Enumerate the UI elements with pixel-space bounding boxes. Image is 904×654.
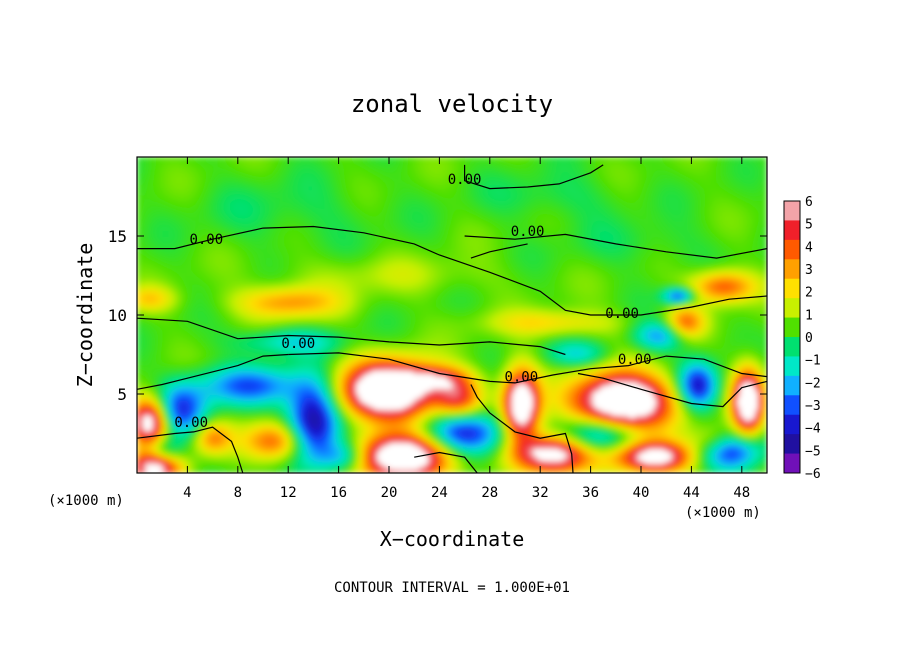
colorbar-swatch-8: [784, 356, 800, 377]
contour-label-2: 0.00: [511, 224, 545, 240]
contour-label-5: 0.00: [618, 352, 652, 368]
colorbar-swatch-12: [784, 434, 800, 455]
x-tick-label-3: 16: [330, 485, 347, 501]
x-tick-label-7: 32: [532, 485, 549, 501]
contour-line-9: [577, 372, 767, 408]
colorbar-frame: [783, 200, 801, 474]
colorbar-swatch-3: [784, 259, 800, 280]
x-tick-label-1: 8: [234, 485, 242, 501]
colorbar-swatch-1: [784, 220, 800, 241]
colorbar-tick-label-5: 1: [805, 308, 813, 323]
contour-line-2: [470, 243, 528, 259]
contour-line-7: [137, 426, 244, 473]
colorbar-swatch-9: [784, 375, 800, 396]
y-tick-label-1: 10: [108, 306, 127, 325]
x-tick-label-11: 48: [733, 485, 750, 501]
contour-label-1: 0.00: [189, 232, 223, 248]
colorbar-tick-label-1: 5: [805, 218, 813, 233]
colorbar-tick-label-0: 6: [805, 195, 813, 210]
colorbar-tick-label-9: −3: [805, 399, 821, 414]
contour-label-6: 0.00: [504, 369, 538, 385]
colorbar-tick-label-10: −4: [805, 422, 821, 437]
contour-label-3: 0.00: [605, 306, 639, 322]
colorbar-swatch-5: [784, 298, 800, 319]
contour-labels: 0.00 0.00 0.00 0.00 0.00 0.00 0.00 0.00: [174, 172, 651, 431]
colorbar-tick-label-6: 0: [805, 331, 813, 346]
contour-line-8: [470, 384, 574, 473]
contour-line-10: [414, 451, 478, 473]
colorbar-tick-label-4: 2: [805, 286, 813, 301]
colorbar-swatch-13: [784, 453, 800, 474]
x-tick-label-8: 36: [582, 485, 599, 501]
y-tick-label-0: 5: [117, 385, 127, 404]
colorbar-tick-label-8: −2: [805, 376, 821, 391]
chart-title: zonal velocity: [351, 90, 553, 118]
y-tick-label-2: 15: [108, 227, 127, 246]
contour-line-6: [137, 353, 289, 390]
contour-line-4: [137, 317, 566, 356]
x-tick-label-5: 24: [431, 485, 448, 501]
heatmap-field: [137, 157, 767, 473]
x-tick-label-0: 4: [183, 485, 191, 501]
y-axis-ticks: 5 10 15: [108, 227, 767, 404]
x-tick-label-6: 28: [481, 485, 498, 501]
colorbar-swatch-6: [784, 317, 800, 338]
colorbar-swatch-7: [784, 337, 800, 357]
plot-area: 0.000.00 0.000.000.000.000.000.00 4 8 12 16 2…: [108, 156, 768, 501]
contour-line-5: [288, 352, 767, 384]
x-tick-label-4: 20: [381, 485, 398, 501]
contour-lines: [137, 164, 767, 473]
colorbar-swatch-2: [784, 239, 800, 260]
contour-interval-footer: CONTOUR INTERVAL = 1.000E+01: [334, 580, 570, 596]
contour-line-3: [464, 164, 604, 190]
colorbar-tick-label-2: 4: [805, 240, 813, 255]
contour-line-1: [464, 233, 767, 259]
colorbar-swatch-4: [784, 278, 800, 299]
x-axis-label: X−coordinate: [380, 527, 525, 551]
x-tick-label-10: 44: [683, 485, 700, 501]
contour-label-0: 0.00: [448, 172, 482, 188]
colorbar-tick-label-11: −5: [805, 444, 821, 459]
contour-label-4: 0.00: [281, 336, 315, 352]
x-unit-left: (×1000 m): [48, 493, 124, 509]
colorbar-swatch-0: [784, 201, 800, 221]
colorbar-tick-label-7: −1: [805, 354, 821, 369]
contour-line-0: [137, 225, 767, 316]
x-tick-label-2: 12: [280, 485, 297, 501]
colorbar-tick-label-12: −6: [805, 467, 821, 482]
colorbar-swatch-10: [784, 395, 800, 416]
x-axis-ticks: 4 8 12 16 20 24 28 32 36 40 44 48: [183, 157, 750, 501]
y-axis-label: Z−coordinate: [73, 243, 97, 388]
x-tick-label-9: 40: [633, 485, 650, 501]
colorbar: 6 5 4 3 2 1 0 −1 −2 −3 −4 −5 −6: [783, 195, 821, 482]
contour-label-7: 0.00: [174, 415, 208, 431]
x-unit-right: (×1000 m): [685, 505, 761, 521]
colorbar-tick-label-3: 3: [805, 263, 813, 278]
colorbar-swatch-11: [784, 414, 800, 435]
